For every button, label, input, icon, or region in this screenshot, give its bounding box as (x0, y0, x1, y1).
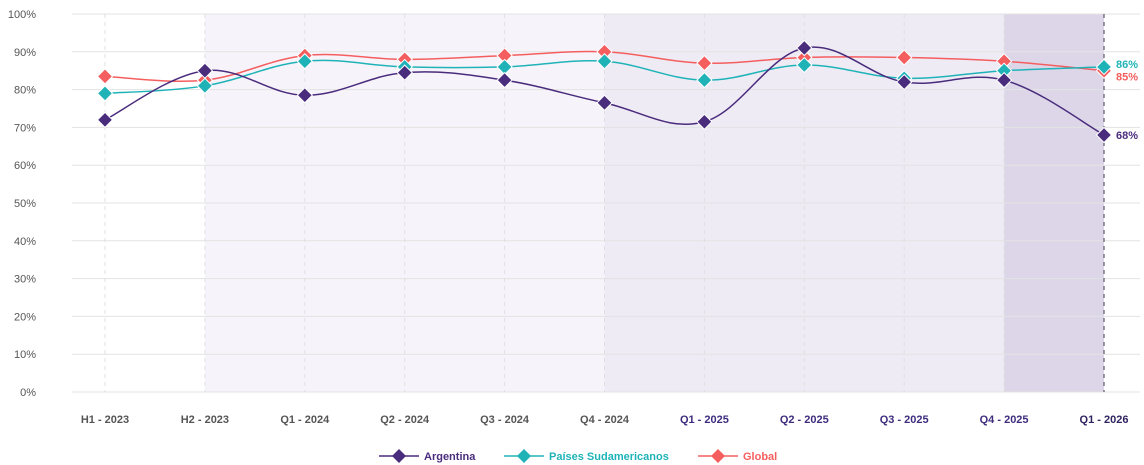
data-point (396, 64, 413, 81)
data-point (1095, 126, 1113, 144)
data-point (895, 73, 913, 91)
x-axis: H1 - 2023 H2 - 2023 Q1 - 2024 Q2 - 2024 Q3 -… (81, 414, 1129, 426)
x-tick-label: H2 - 2023 (181, 414, 229, 426)
y-tick-label: 20% (14, 311, 36, 323)
series-markers (96, 39, 1113, 144)
y-tick-label: 10% (14, 349, 36, 361)
x-tick-label: Q1 - 2025 (680, 414, 729, 426)
y-tick-label: 80% (14, 85, 36, 97)
x-tick-label: Q3 - 2025 (880, 414, 929, 426)
data-point (96, 85, 114, 102)
x-tick-label: Q1 - 2024 (280, 414, 330, 426)
x-tick-label: Q2 - 2025 (780, 414, 829, 426)
legend-marker (392, 449, 406, 463)
y-tick-label: 50% (14, 198, 36, 210)
y-tick-label: 60% (14, 160, 36, 172)
legend: Argentina Países Sudamericanos Global (379, 449, 777, 463)
legend-marker (711, 449, 725, 463)
y-axis: 0% 10% 20% 30% 40% 50% 60% 70% 80% 90% 100% (8, 9, 36, 399)
y-tick-label: 40% (14, 236, 36, 248)
data-point (596, 53, 613, 70)
x-tick-label: Q4 - 2024 (580, 414, 630, 426)
end-value-label: 85% (1116, 72, 1138, 84)
data-point (196, 77, 214, 95)
x-tick-label: Q3 - 2024 (480, 414, 530, 426)
data-point (796, 39, 813, 57)
x-tick-label: H1 - 2023 (81, 414, 129, 426)
data-point (296, 87, 314, 104)
y-tick-label: 90% (14, 47, 36, 59)
end-value-label: 68% (1116, 130, 1138, 142)
data-point (696, 71, 713, 89)
x-tick-label: Q2 - 2024 (380, 414, 430, 426)
y-tick-label: 100% (8, 9, 36, 21)
end-labels: 68% 86%85% (1116, 59, 1138, 142)
data-point (995, 71, 1013, 89)
data-point (696, 113, 713, 130)
data-point (296, 53, 314, 70)
data-point (1095, 58, 1113, 76)
y-tick-label: 70% (14, 122, 36, 134)
y-tick-label: 30% (14, 274, 36, 286)
x-tick-label: Q1 - 2026 (1080, 414, 1129, 426)
data-point (895, 49, 913, 66)
data-point (496, 71, 513, 89)
data-point (96, 68, 114, 85)
gridlines (72, 13, 1140, 393)
x-tick-label: Q4 - 2025 (980, 414, 1029, 426)
end-value-label: 86% (1116, 59, 1138, 71)
data-point (596, 94, 613, 112)
legend-label: Países Sudamericanos (549, 451, 669, 463)
data-point (696, 54, 713, 72)
legend-label: Argentina (424, 451, 476, 463)
legend-label: Global (743, 451, 777, 463)
data-point (96, 111, 114, 129)
legend-marker (517, 449, 531, 463)
y-tick-label: 0% (20, 387, 36, 399)
data-point (796, 56, 813, 74)
data-point (196, 62, 214, 79)
